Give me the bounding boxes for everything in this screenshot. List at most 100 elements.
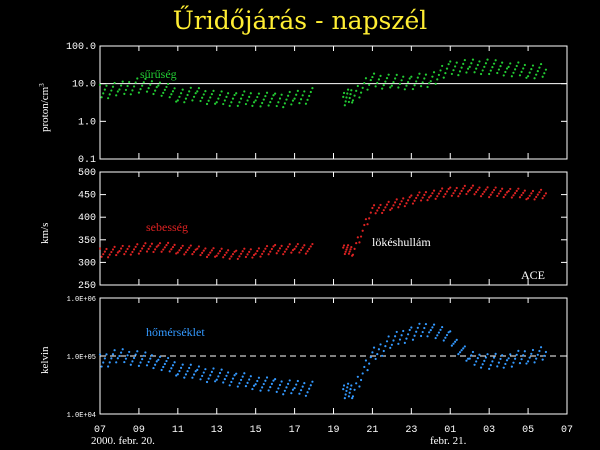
data-point [499,65,502,68]
data-point [261,101,264,105]
data-point [363,81,366,85]
data-point [369,78,372,82]
data-point [471,58,475,61]
y-tick-label: 500 [78,168,96,179]
data-point [426,335,429,338]
data-point [342,246,345,249]
data-point [465,192,468,196]
data-point [411,202,415,205]
data-point [254,99,257,102]
data-point [522,354,525,357]
data-point [188,366,191,370]
data-point [423,326,426,330]
data-point [449,186,452,189]
data-point [538,191,541,194]
data-point [361,372,364,375]
data-point [241,375,244,378]
data-point [128,350,131,354]
data-point [136,77,139,80]
data-point [168,96,171,99]
data-point [155,360,158,363]
data-point [418,191,421,194]
data-point [465,359,468,362]
data-point [199,378,202,381]
data-point [222,381,225,384]
data-point [131,250,134,254]
data-point [382,84,385,87]
data-point [132,85,136,88]
data-point [501,354,504,357]
data-point [244,255,248,259]
data-point [293,97,296,100]
data-point [539,346,543,349]
data-point [351,395,355,398]
data-point [134,81,137,84]
data-point [296,89,299,92]
data-point [374,85,377,88]
data-point [418,72,421,75]
data-point [343,397,346,400]
data-point [355,89,358,92]
data-point [272,94,275,97]
data-point [290,103,293,106]
data-point [204,247,207,250]
data-point [163,362,166,366]
data-point [488,367,491,370]
data-point [543,354,546,357]
data-point [445,67,449,70]
data-point [98,353,102,356]
data-point [363,223,366,227]
data-point [282,393,285,396]
data-point [254,383,257,386]
data-point [358,96,361,99]
data-point [288,379,291,382]
data-point [538,349,541,353]
data-point [285,248,288,251]
data-point [202,249,205,252]
data-point [502,366,505,369]
data-point [141,247,144,250]
data-point [392,339,395,342]
data-point [476,356,479,360]
data-point [369,356,372,359]
data-point [428,196,431,199]
data-point [278,383,282,387]
data-point [197,87,201,90]
data-point [251,104,254,107]
data-point [346,92,349,95]
data-point [199,99,202,103]
data-point [186,370,189,373]
data-point [191,376,194,379]
data-point [191,253,194,256]
data-point [218,371,222,375]
data-point [479,366,483,369]
data-point [429,194,432,197]
data-point [535,357,538,360]
data-point [264,379,267,382]
data-point [181,88,184,91]
data-point [272,379,275,382]
data-point [411,338,415,341]
data-point [390,343,393,346]
data-point [178,369,181,373]
x-tick-label: 11 [172,425,184,436]
data-point [103,357,106,360]
data-point [163,246,166,249]
data-point [512,361,515,364]
data-point [358,241,361,244]
data-point [189,86,192,89]
data-point [311,380,314,383]
data-point [346,382,350,385]
data-point [441,325,444,329]
data-point [223,378,226,381]
data-point [233,374,236,377]
data-point [217,375,220,378]
data-point [462,347,465,350]
data-point [170,93,173,96]
data-point [296,379,299,383]
data-point [270,247,273,251]
data-point [202,371,205,374]
data-point [173,87,176,90]
data-point [356,375,359,378]
data-point [141,84,144,87]
